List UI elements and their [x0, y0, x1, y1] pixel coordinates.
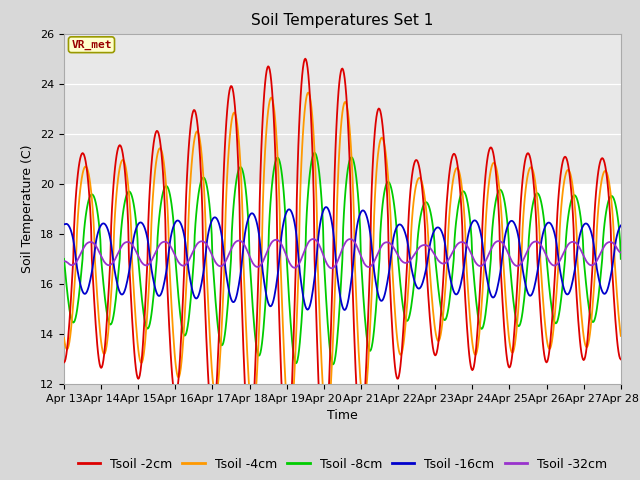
Line: Tsoil -16cm: Tsoil -16cm	[64, 207, 621, 310]
Line: Tsoil -32cm: Tsoil -32cm	[64, 239, 621, 268]
Tsoil -8cm	[390, 197, 397, 203]
Tsoil -8cm	[60, 256, 68, 262]
Tsoil -32cm	[309, 236, 317, 242]
Tsoil -16cm	[323, 204, 330, 210]
Legend: Tsoil -2cm, Tsoil -4cm, Tsoil -8cm, Tsoil -16cm, Tsoil -32cm: Tsoil -2cm, Tsoil -4cm, Tsoil -8cm, Tsoi…	[72, 453, 612, 476]
Tsoil -8cm	[568, 197, 575, 203]
Tsoil -2cm	[445, 180, 452, 186]
Tsoil -32cm	[390, 244, 397, 250]
Tsoil -16cm	[445, 265, 452, 271]
Tsoil -8cm	[182, 331, 190, 336]
Tsoil -32cm	[206, 248, 214, 254]
Tsoil -32cm	[617, 250, 625, 255]
Tsoil -32cm	[445, 257, 452, 263]
Tsoil -2cm	[206, 403, 214, 409]
Tsoil -32cm	[60, 258, 68, 264]
Tsoil -2cm	[335, 80, 343, 85]
Tsoil -32cm	[328, 265, 335, 271]
Tsoil -2cm	[182, 192, 190, 198]
Tsoil -8cm	[206, 209, 214, 215]
Bar	[64, 34, 621, 184]
Title: Soil Temperatures Set 1: Soil Temperatures Set 1	[252, 13, 433, 28]
Tsoil -16cm	[390, 235, 397, 241]
Text: VR_met: VR_met	[71, 40, 112, 50]
Tsoil -16cm	[617, 223, 625, 228]
Tsoil -4cm	[568, 175, 575, 181]
X-axis label: Time: Time	[327, 409, 358, 422]
Tsoil -32cm	[182, 261, 190, 267]
Tsoil -4cm	[335, 148, 343, 154]
Tsoil -4cm	[617, 333, 625, 339]
Tsoil -2cm	[301, 56, 309, 61]
Tsoil -8cm	[330, 361, 337, 367]
Tsoil -2cm	[568, 189, 575, 194]
Tsoil -4cm	[445, 228, 452, 234]
Tsoil -2cm	[390, 346, 397, 351]
Line: Tsoil -4cm: Tsoil -4cm	[64, 93, 621, 424]
Tsoil -16cm	[341, 307, 349, 313]
Tsoil -32cm	[335, 254, 343, 260]
Tsoil -8cm	[310, 150, 318, 156]
Tsoil -4cm	[305, 90, 312, 96]
Tsoil -8cm	[617, 256, 625, 262]
Tsoil -2cm	[283, 454, 291, 460]
Tsoil -4cm	[390, 286, 397, 291]
Tsoil -16cm	[182, 247, 190, 252]
Tsoil -16cm	[60, 221, 68, 227]
Y-axis label: Soil Temperature (C): Soil Temperature (C)	[22, 144, 35, 273]
Tsoil -16cm	[568, 284, 575, 289]
Tsoil -16cm	[335, 282, 342, 288]
Tsoil -4cm	[206, 340, 214, 346]
Tsoil -8cm	[445, 306, 452, 312]
Tsoil -2cm	[617, 357, 625, 362]
Tsoil -8cm	[335, 308, 343, 314]
Tsoil -32cm	[568, 239, 575, 245]
Tsoil -16cm	[206, 222, 214, 228]
Line: Tsoil -8cm: Tsoil -8cm	[64, 153, 621, 364]
Tsoil -2cm	[60, 360, 68, 365]
Tsoil -4cm	[286, 421, 294, 427]
Tsoil -4cm	[182, 285, 190, 291]
Tsoil -4cm	[60, 335, 68, 341]
Line: Tsoil -2cm: Tsoil -2cm	[64, 59, 621, 457]
